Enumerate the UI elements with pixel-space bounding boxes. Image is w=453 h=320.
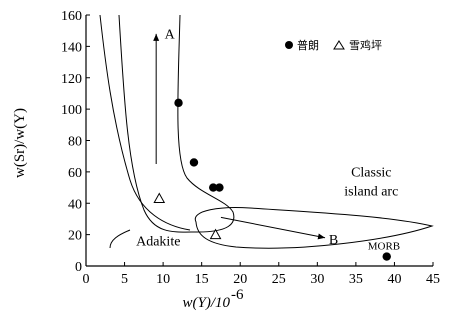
point-s0-3 (215, 183, 224, 192)
arrow-b (220, 216, 326, 240)
adakite-boundary-inner (99, 14, 191, 231)
chart-annotations: A B Classic island arc Adakite (136, 28, 398, 250)
x-axis-ticks: 0 5 10 15 20 25 30 35 40 45 (83, 262, 440, 287)
x-tick-label-5: 25 (272, 272, 286, 287)
annotation-4: Adakite (136, 235, 180, 250)
x-axis-title-exponent: -6 (231, 287, 244, 303)
annotation-1: B (329, 233, 338, 248)
arrow-a (153, 33, 160, 165)
point-s0-2 (209, 183, 218, 192)
data-points: MORB (153, 98, 400, 261)
annotation-3: island arc (344, 184, 398, 199)
y-axis-title: w(Sr)/w(Y) (12, 108, 28, 178)
x-tick-label-8: 40 (387, 272, 401, 287)
y-tick-label-7: 140 (61, 40, 82, 55)
y-tick-label-8: 160 (61, 9, 82, 24)
x-tick-label-9: 45 (426, 272, 440, 287)
y-tick-label-1: 20 (68, 229, 82, 244)
morb-label: MORB (368, 241, 400, 253)
annotation-0: A (165, 28, 176, 43)
y-axis-ticks: 0 20 40 60 80 100 120 140 160 (61, 9, 90, 275)
point-s1-0 (153, 192, 166, 204)
y-tick-label-5: 100 (61, 103, 82, 118)
field-boundaries (99, 14, 434, 249)
legend-marker-open-triangle (333, 40, 345, 50)
legend: 普朗 雪鸡坪 (285, 38, 382, 52)
annotation-2: Classic (351, 166, 391, 181)
y-tick-label-0: 0 (75, 260, 82, 275)
point-s1-1 (209, 228, 222, 240)
point-s0-0 (174, 98, 183, 108)
island-arc-extension (109, 229, 131, 249)
morb-point (382, 252, 391, 261)
x-axis-title-main: w(Y)/10 (182, 295, 230, 311)
y-tick-label-3: 60 (68, 166, 82, 181)
x-tick-label-6: 30 (310, 272, 324, 287)
island-arc-field (194, 207, 434, 249)
legend-label-series-1: 普朗 (297, 38, 319, 52)
y-tick-label-2: 40 (68, 197, 82, 212)
point-s0-1 (189, 158, 199, 167)
x-tick-label-3: 15 (195, 272, 209, 287)
x-axis-title: w(Y)/10 (182, 295, 230, 311)
y-tick-label-6: 120 (61, 72, 82, 87)
arrow-a-head (153, 33, 160, 41)
legend-label-series-2: 雪鸡坪 (349, 38, 382, 52)
x-tick-label-1: 5 (121, 272, 128, 287)
x-tick-label-7: 35 (349, 272, 363, 287)
x-tick-label-4: 20 (233, 272, 247, 287)
trend-arrows (153, 33, 326, 240)
arrow-b-head (317, 233, 326, 240)
x-tick-label-2: 10 (156, 272, 170, 287)
y-tick-label-4: 80 (68, 135, 82, 150)
plot-frame (85, 15, 433, 267)
x-tick-label-0: 0 (83, 272, 90, 287)
adakite-boundary-outer (118, 14, 235, 233)
legend-marker-filled-circle (285, 41, 293, 49)
arrow-b-shaft (220, 216, 326, 239)
